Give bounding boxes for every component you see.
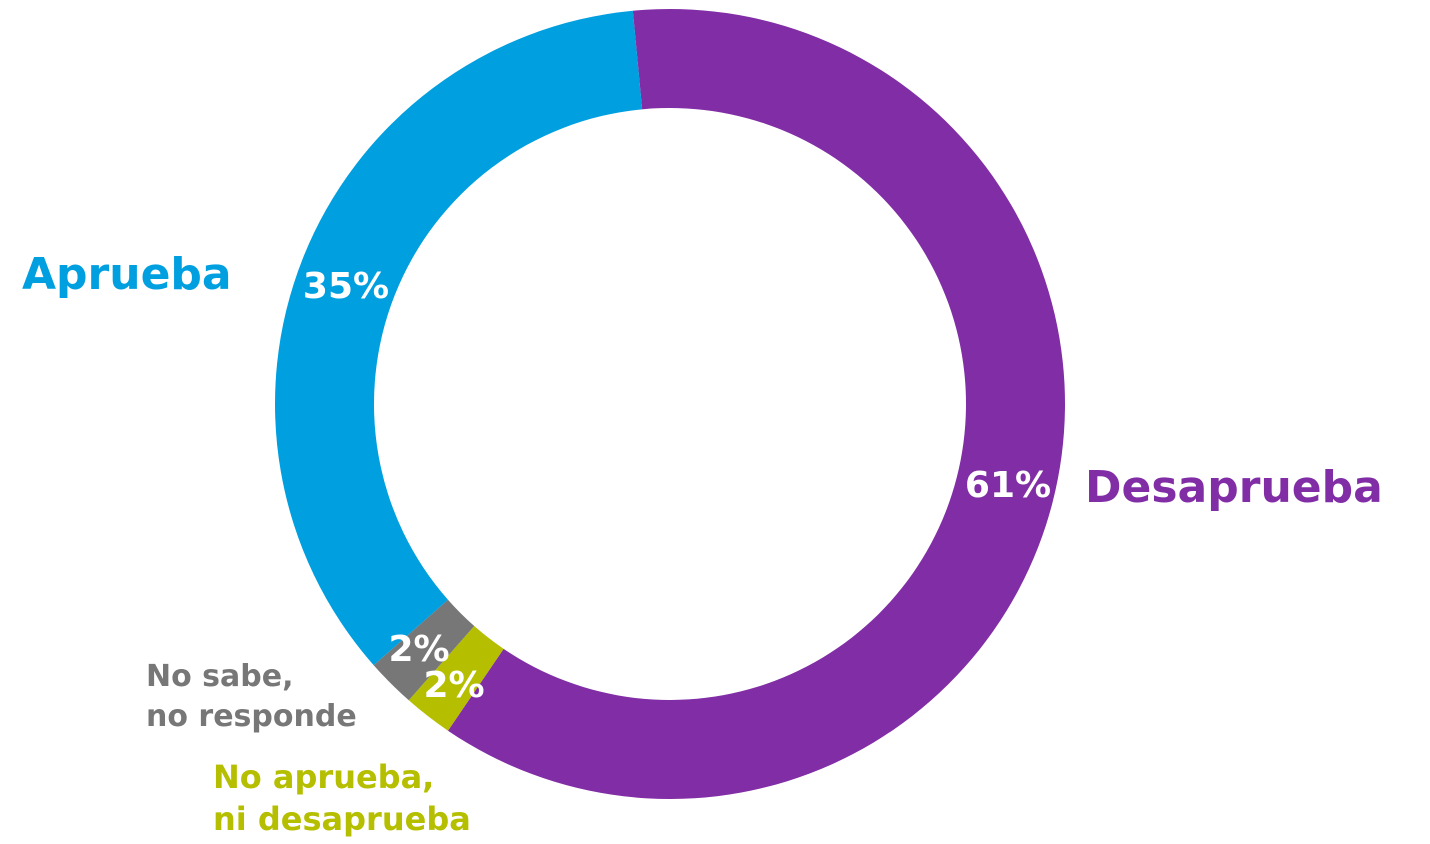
category-label-line: ni desaprueba	[213, 800, 471, 838]
category-label-line: No aprueba,	[213, 758, 434, 796]
slice-no-aprueba-ni-desaprueba	[408, 626, 504, 731]
value-label-no-aprueba-ni-desaprueba: 2%	[423, 665, 484, 706]
slice-aprueba	[275, 10, 643, 666]
category-label-no-aprueba-ni-desaprueba: No aprueba, ni desaprueba	[213, 758, 471, 838]
category-label-line: Aprueba	[22, 249, 232, 300]
category-label-line: no responde	[146, 699, 357, 734]
category-label-no-sabe-no-responde: No sabe, no responde	[146, 659, 357, 734]
category-label-aprueba: Aprueba	[22, 249, 232, 300]
slice-no-sabe-no-responde	[373, 599, 475, 701]
value-label-desaprueba: 61%	[965, 465, 1051, 506]
value-label-aprueba: 35%	[303, 266, 389, 307]
slice-desaprueba	[447, 9, 1065, 800]
category-label-line: Desaprueba	[1085, 462, 1383, 513]
category-label-desaprueba: Desaprueba	[1085, 462, 1383, 513]
category-label-line: No sabe,	[146, 659, 293, 694]
value-label-no-sabe-no-responde: 2%	[388, 629, 449, 670]
